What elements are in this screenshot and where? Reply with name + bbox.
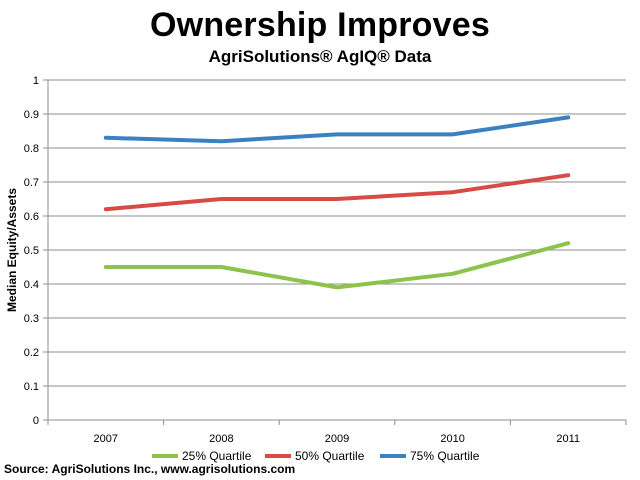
chart-subtitle: AgriSolutions® AgIQ® Data (208, 47, 432, 66)
data-point (566, 241, 570, 245)
source-note: Source: AgriSolutions Inc., www.agrisolu… (4, 462, 296, 476)
y-tick-label: 0 (33, 415, 39, 427)
x-tick-label: 2008 (209, 433, 233, 445)
data-point (335, 132, 339, 136)
chart-title: Ownership Improves (150, 6, 490, 44)
data-point (104, 207, 108, 211)
y-tick-label: 1 (33, 75, 39, 87)
data-point (451, 272, 455, 276)
y-tick-label: 0.8 (24, 143, 39, 155)
y-tick-label: 0.5 (24, 245, 39, 257)
y-tick-label: 0.7 (24, 177, 39, 189)
y-tick-label: 0.6 (24, 211, 39, 223)
series-line-1 (103, 241, 571, 290)
legend-label: 50% Quartile (295, 449, 365, 463)
data-point (104, 265, 108, 269)
data-point (104, 136, 108, 140)
data-point (219, 265, 223, 269)
data-point (219, 139, 223, 143)
series-line-2 (103, 173, 571, 212)
x-tick-label: 2009 (325, 433, 349, 445)
data-point (335, 197, 339, 201)
data-point (451, 132, 455, 136)
y-tick-label: 0.3 (24, 313, 39, 325)
y-tick-label: 0.4 (24, 279, 39, 291)
data-point (451, 190, 455, 194)
y-tick-label: 0.1 (24, 381, 39, 393)
x-tick-label: 2010 (440, 433, 464, 445)
y-axis-label: Median Equity/Assets (5, 188, 19, 312)
series-line-3 (103, 115, 571, 144)
y-tick-label: 0.9 (24, 109, 39, 121)
data-point (566, 115, 570, 119)
x-tick-label: 2007 (94, 433, 118, 445)
data-point (219, 197, 223, 201)
y-tick-label: 0.2 (24, 347, 39, 359)
legend-label: 25% Quartile (182, 449, 252, 463)
x-tick-label: 2011 (556, 433, 580, 445)
legend-label: 75% Quartile (410, 449, 480, 463)
data-point (335, 285, 339, 289)
data-point (566, 173, 570, 177)
